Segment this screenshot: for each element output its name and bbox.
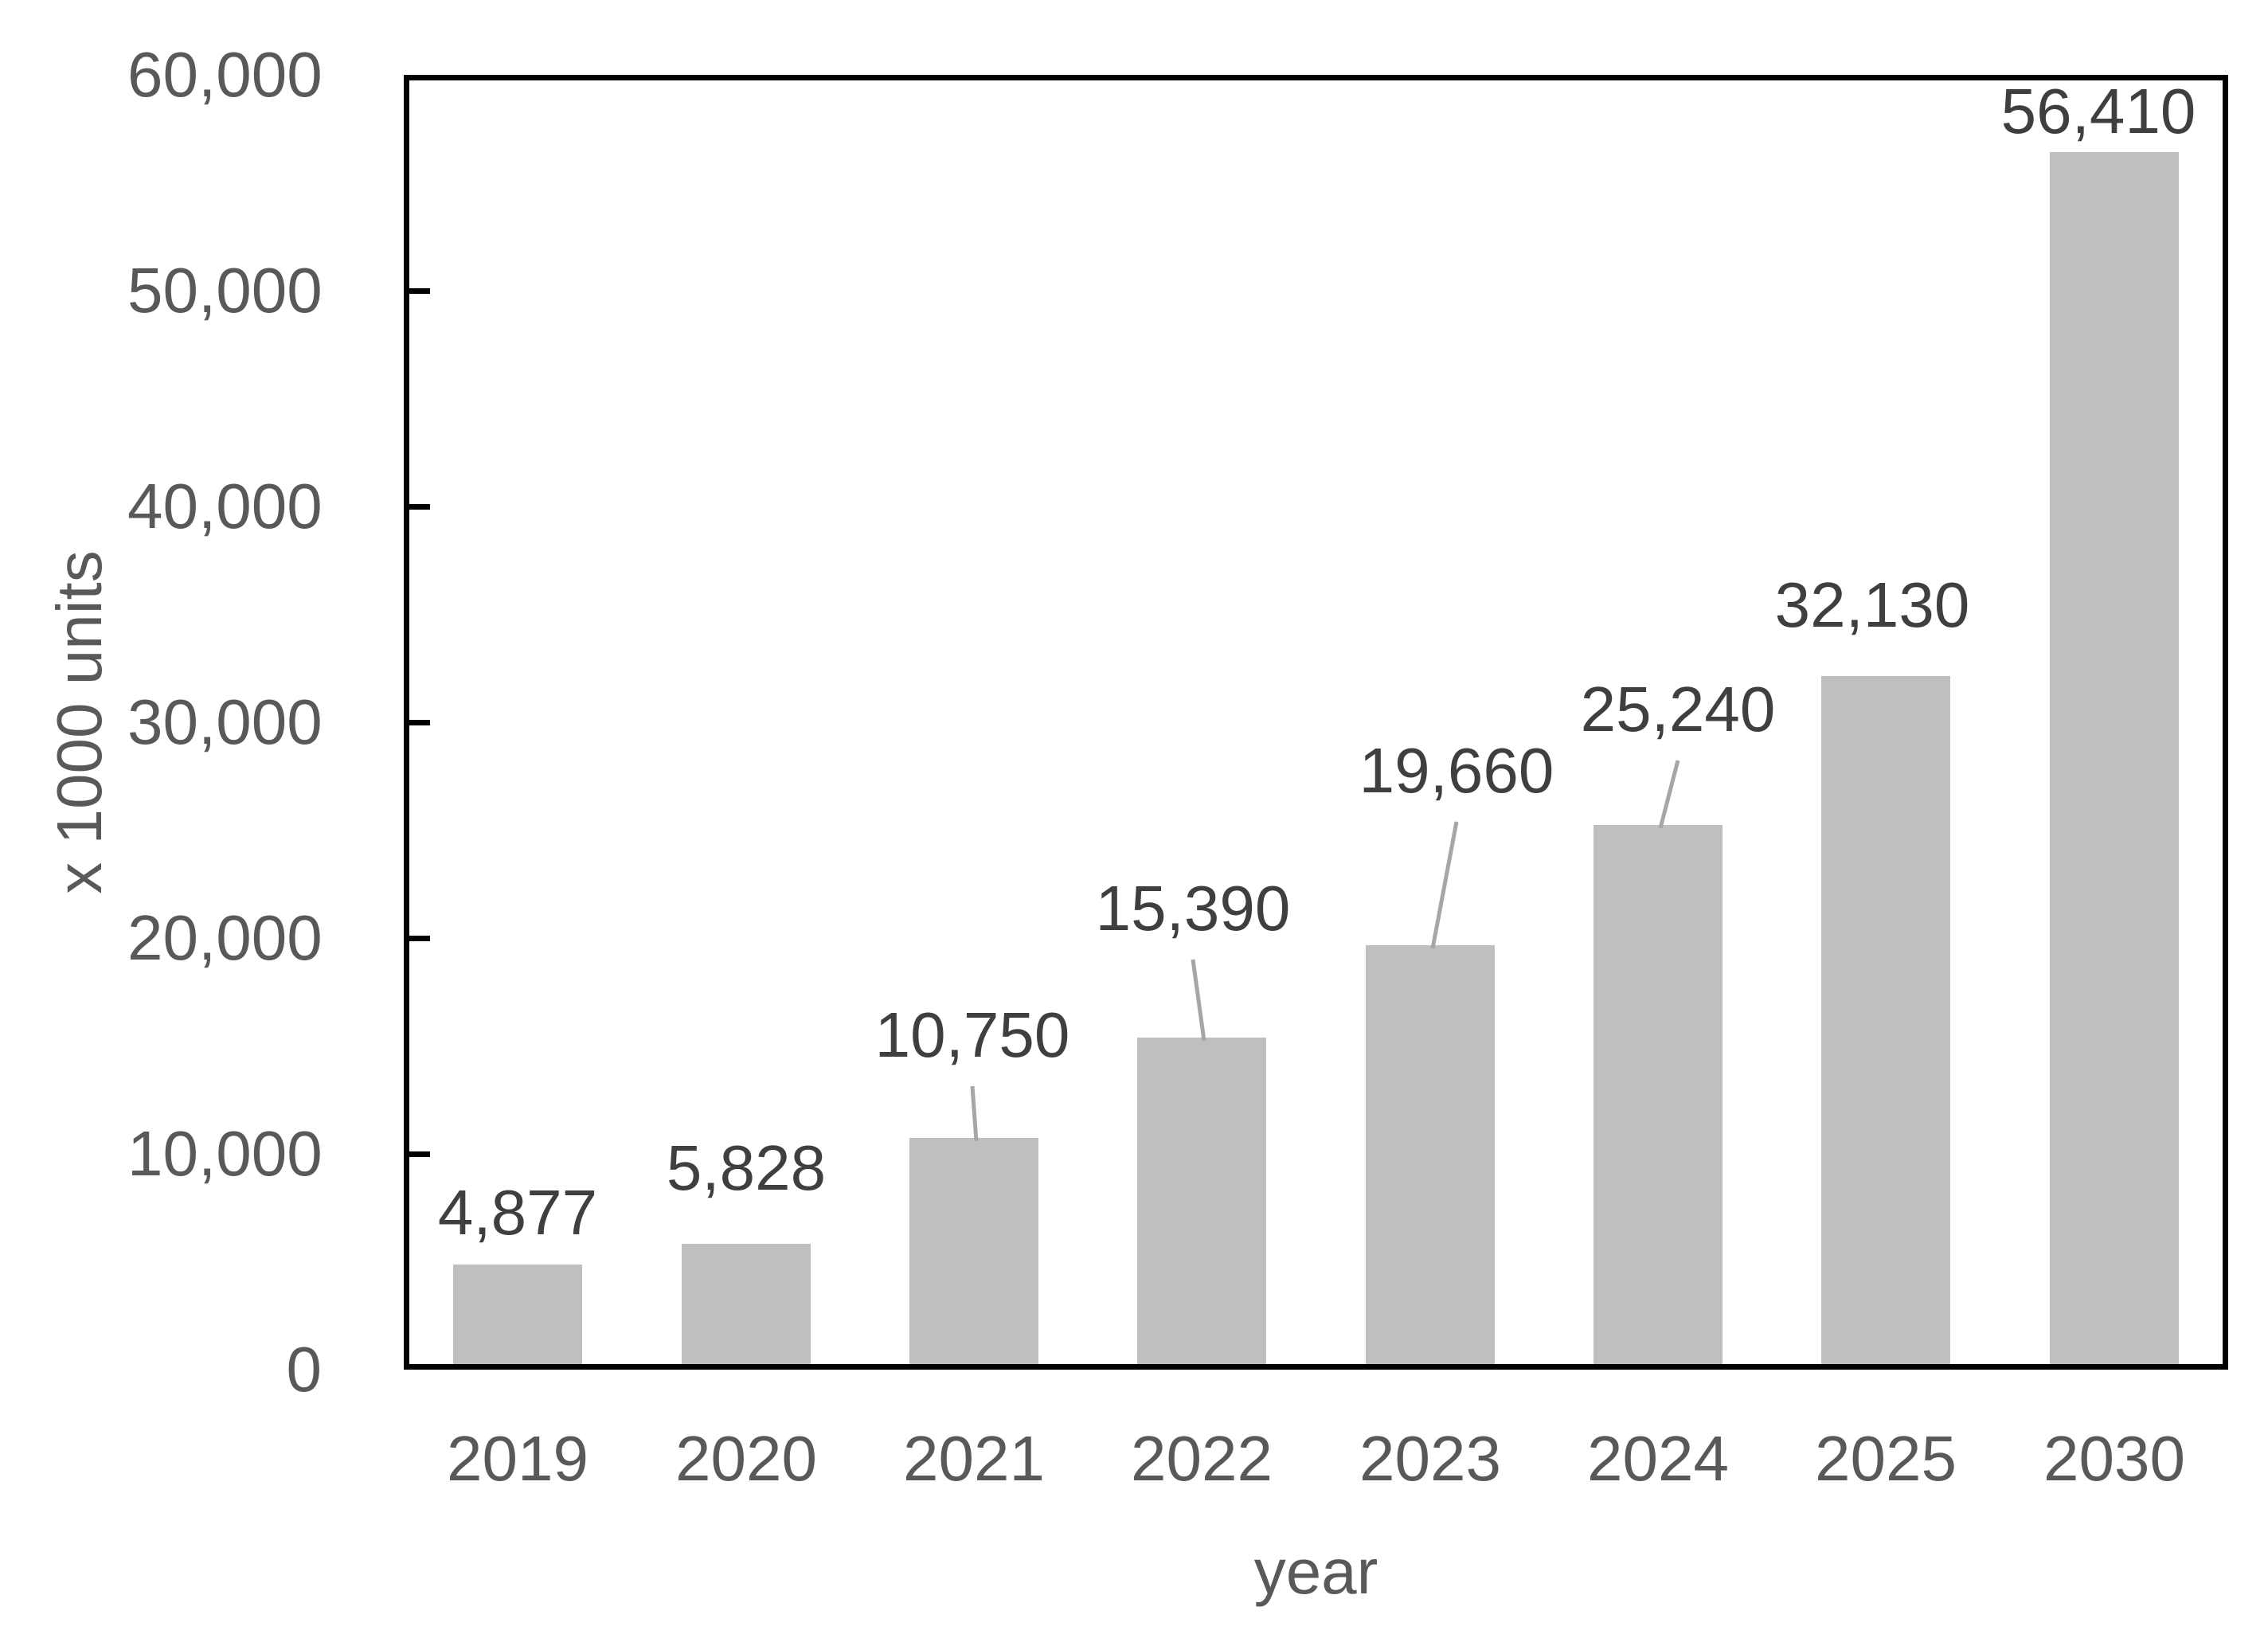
x-tick-label-2025: 2025: [1815, 1423, 1957, 1494]
bar-2030: [2050, 152, 2179, 1370]
x-axis-title: year: [1253, 1536, 1378, 1607]
data-label-2019: 4,877: [437, 1177, 598, 1248]
data-label-2023: 19,660: [1359, 735, 1554, 806]
y-tick-label-10000: 10,000: [127, 1118, 323, 1189]
x-tick-label-2022: 2022: [1131, 1423, 1273, 1494]
y-tick-label-60000: 60,000: [127, 39, 323, 110]
x-tick-label-2020: 2020: [675, 1423, 817, 1494]
bar-2020: [682, 1244, 811, 1370]
data-label-2030: 56,410: [2000, 76, 2196, 147]
y-tick-label-30000: 30,000: [127, 686, 323, 757]
plot-area: [404, 75, 2228, 1370]
y-tick-label-40000: 40,000: [127, 471, 323, 541]
x-tick-label-2021: 2021: [903, 1423, 1045, 1494]
bar-2024: [1593, 825, 1723, 1370]
leader-line-2023: [1430, 821, 1459, 949]
data-label-2022: 15,390: [1095, 873, 1291, 944]
leader-line-2021: [970, 1085, 979, 1142]
y-tick-label-0: 0: [286, 1334, 323, 1405]
y-axis-tick-50000: [409, 288, 430, 294]
bar-2023: [1366, 945, 1495, 1370]
x-tick-label-2019: 2019: [447, 1423, 589, 1494]
y-axis-tick-30000: [409, 720, 430, 725]
x-tick-label-2023: 2023: [1359, 1423, 1501, 1494]
bar-2022: [1137, 1038, 1266, 1370]
y-tick-label-50000: 50,000: [127, 255, 323, 326]
x-tick-label-2024: 2024: [1587, 1423, 1729, 1494]
x-tick-label-2030: 2030: [2043, 1423, 2185, 1494]
leader-line-2022: [1191, 959, 1206, 1042]
data-label-2025: 32,130: [1774, 569, 1970, 640]
bar-2021: [909, 1138, 1038, 1370]
y-tick-label-20000: 20,000: [127, 902, 323, 973]
y-axis-tick-40000: [409, 504, 430, 510]
y-axis-tick-10000: [409, 1151, 430, 1157]
data-label-2021: 10,750: [874, 999, 1070, 1070]
data-label-2020: 5,828: [666, 1132, 827, 1203]
y-axis-title: x 1000 units: [44, 550, 115, 894]
leader-line-2024: [1658, 760, 1680, 829]
bar-2025: [1821, 676, 1950, 1370]
y-axis-tick-20000: [409, 936, 430, 941]
data-label-2024: 25,240: [1580, 674, 1776, 745]
bar-2019: [453, 1265, 582, 1370]
